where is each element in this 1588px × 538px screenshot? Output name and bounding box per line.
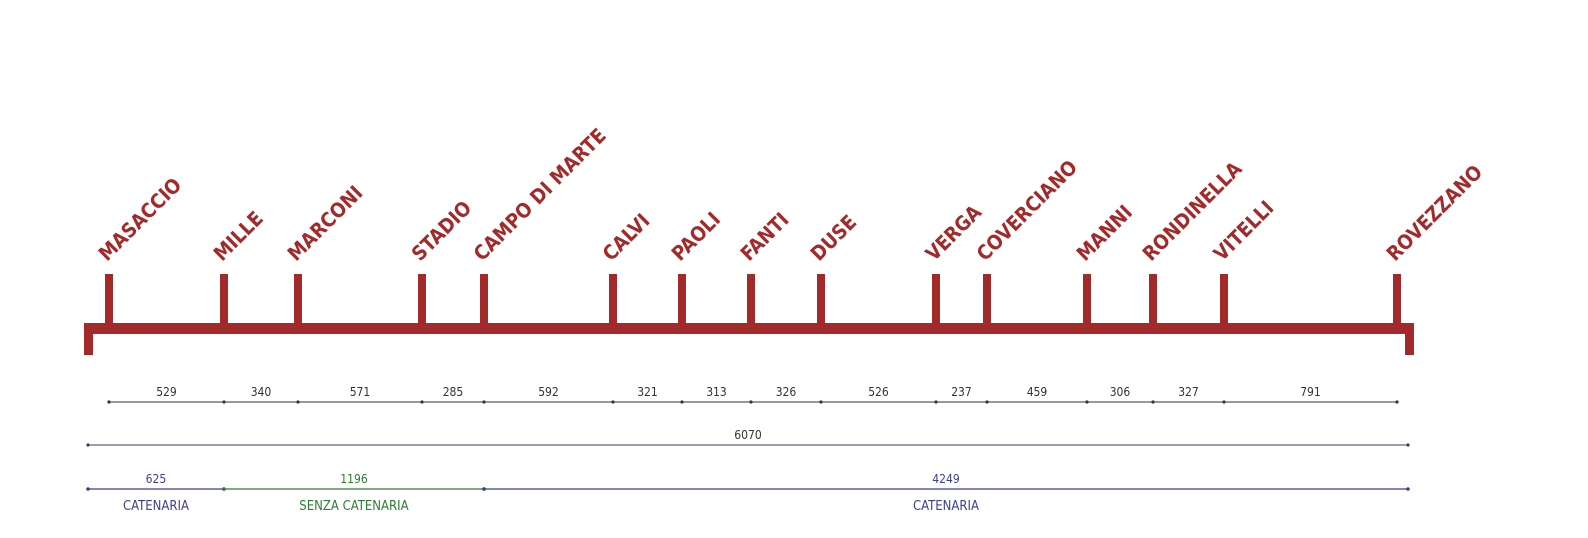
- section-dot: [86, 487, 90, 491]
- segment-length: 326: [776, 385, 797, 399]
- distance-dot: [222, 400, 226, 404]
- segment-length: 285: [443, 385, 464, 399]
- segment-length: 529: [156, 385, 177, 399]
- stop-label: MILLE: [209, 206, 268, 265]
- total-dot: [86, 443, 90, 447]
- distance-dot: [611, 400, 615, 404]
- stop-tick: [747, 274, 755, 325]
- stop-tick: [1149, 274, 1157, 325]
- section-length: 1196: [340, 472, 368, 486]
- stop-tick: [1220, 274, 1228, 325]
- distance-dot: [819, 400, 823, 404]
- stop-label: MARCONI: [283, 181, 368, 266]
- stop-tick: [418, 274, 426, 325]
- stop-tick: [678, 274, 686, 325]
- stop-tick: [609, 274, 617, 325]
- stop-label: COVERCIANO: [972, 155, 1082, 265]
- distance-dot: [1151, 400, 1155, 404]
- stop-label: MANNI: [1072, 200, 1138, 266]
- distance-dot: [1395, 400, 1399, 404]
- segment-length: 340: [251, 385, 272, 399]
- segment-length: 237: [951, 385, 972, 399]
- segment-distances-group: 529 340 571 285 592 321 313 326 526 237 459 306 327 7…: [107, 385, 1399, 404]
- stop-label: VERGA: [921, 200, 987, 266]
- stop-tick: [1393, 274, 1401, 325]
- stop-label: CAMPO DI MARTE: [469, 123, 611, 265]
- track-end-left: [84, 323, 93, 355]
- section-label: SENZA CATENARIA: [299, 499, 408, 514]
- stop-label: MASACCIO: [94, 173, 187, 266]
- section-dot: [482, 487, 486, 491]
- stop-tick: [1083, 274, 1091, 325]
- segment-length: 571: [350, 385, 371, 399]
- distance-dot: [934, 400, 938, 404]
- stop-tick: [983, 274, 991, 325]
- line-track-group: [84, 323, 1414, 355]
- distance-dot: [1222, 400, 1226, 404]
- distance-dot: [1085, 400, 1089, 404]
- segment-length: 459: [1027, 385, 1048, 399]
- section-label: CATENARIA: [913, 499, 979, 514]
- catenary-sections-group: 625 CATENARIA 1196 SENZA CATENARIA 4249 CATEN…: [86, 472, 1410, 514]
- stop-tick: [932, 274, 940, 325]
- stop-label: ROVEZZANO: [1382, 160, 1488, 266]
- distance-dot: [749, 400, 753, 404]
- segment-length: 327: [1178, 385, 1199, 399]
- stop-tick: [220, 274, 228, 325]
- segment-length: 791: [1300, 385, 1321, 399]
- stop-tick: [817, 274, 825, 325]
- distance-dot: [680, 400, 684, 404]
- distance-dot: [482, 400, 486, 404]
- stop-tick: [105, 274, 113, 325]
- stop-label: STADIO: [407, 196, 477, 266]
- distance-dot: [985, 400, 989, 404]
- section-dot: [222, 487, 226, 491]
- track-end-right: [1405, 323, 1414, 355]
- stop-label: CALVI: [598, 209, 655, 266]
- distance-dot: [107, 400, 111, 404]
- segment-length: 321: [637, 385, 658, 399]
- stop-tick: [294, 274, 302, 325]
- distance-dot: [296, 400, 300, 404]
- total-dot: [1406, 443, 1410, 447]
- segment-length: 313: [706, 385, 727, 399]
- total-length: 6070: [734, 428, 762, 442]
- section-length: 625: [146, 472, 167, 486]
- section-length: 4249: [932, 472, 960, 486]
- stop-label: FANTI: [736, 208, 794, 266]
- segment-length: 306: [1110, 385, 1131, 399]
- segment-length: 526: [868, 385, 889, 399]
- total-length-group: 6070: [86, 428, 1410, 447]
- stop-label: DUSE: [806, 210, 862, 266]
- segment-length: 592: [538, 385, 559, 399]
- stop-label: PAOLI: [667, 207, 726, 266]
- line-track: [84, 323, 1414, 334]
- stop-label: VITELLI: [1209, 196, 1279, 266]
- stop-tick: [480, 274, 488, 325]
- distance-dot: [420, 400, 424, 404]
- section-label: CATENARIA: [123, 499, 189, 514]
- section-dot: [1406, 487, 1410, 491]
